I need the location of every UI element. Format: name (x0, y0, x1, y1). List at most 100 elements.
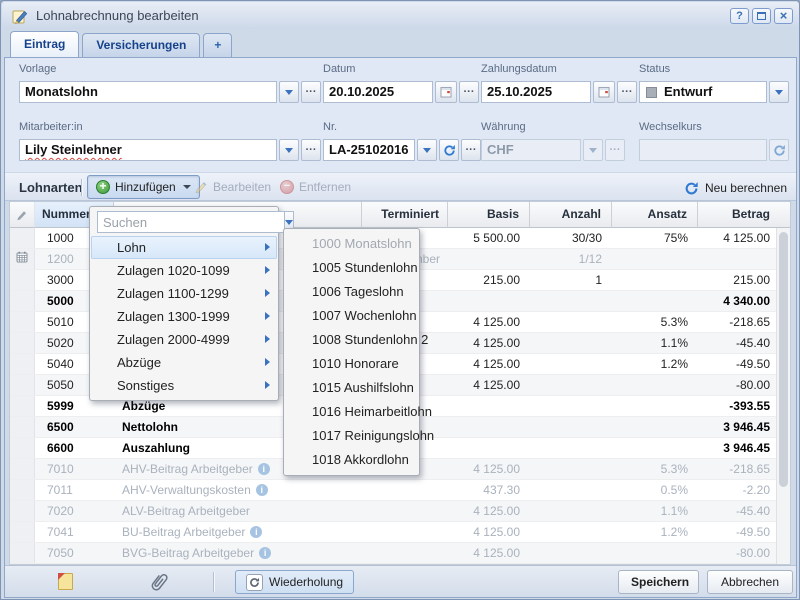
menu-item-lohn[interactable]: Lohn (91, 236, 277, 259)
calendar-icon (440, 87, 452, 98)
menu-item-zulagen-2000-4999[interactable]: Zulagen 2000-4999 (91, 328, 277, 351)
waehrung-more-button: ··· (605, 139, 625, 161)
vorlage-dropdown-button[interactable] (279, 81, 299, 103)
row-ansatz (612, 438, 698, 458)
submenu-item-1016-heimarbeitlohn[interactable]: 1016 Heimarbeitlohn (312, 404, 432, 419)
mitarbeiter-input[interactable]: Lily Steinlehner (19, 139, 277, 161)
info-icon[interactable]: i (255, 484, 268, 496)
row-icon-cell (10, 375, 35, 395)
menu-item-zulagen-1100-1299[interactable]: Zulagen 1100-1299 (91, 282, 277, 305)
vorlage-input[interactable]: Monatslohn (19, 81, 277, 103)
ellipsis-icon: ··· (609, 144, 621, 156)
pencil-icon (195, 182, 207, 194)
datum-calendar-button[interactable] (435, 81, 457, 103)
submenu-item-1006-tageslohn[interactable]: 1006 Tageslohn (312, 284, 404, 299)
zahlungsdatum-more-button[interactable]: ··· (617, 81, 637, 103)
menu-item-zulagen-1300-1999[interactable]: Zulagen 1300-1999 (91, 305, 277, 328)
recalculate-button[interactable]: Neu berechnen (684, 177, 787, 199)
menu-item-abzüge[interactable]: Abzüge (91, 351, 277, 374)
vorlage-more-button[interactable]: ··· (301, 81, 321, 103)
info-icon[interactable]: i (257, 463, 270, 475)
column-header-basis[interactable]: Basis (448, 202, 530, 228)
row-basis: 4 125.00 (473, 525, 520, 539)
edit-note-icon (12, 10, 28, 24)
nr-dropdown-button[interactable] (417, 139, 437, 161)
waehrung-value: CHF (487, 142, 514, 157)
maximize-button[interactable] (752, 7, 771, 24)
help-button[interactable]: ? (730, 7, 749, 24)
submenu-item-1005-stundenlohn[interactable]: 1005 Stundenlohn (312, 260, 418, 275)
zahlungsdatum-calendar-button[interactable] (593, 81, 615, 103)
table-row-7020[interactable]: 7020 ALV-Beitrag Arbeitgeber 4 125.00 1.1% -… (10, 501, 776, 522)
row-ansatz: 1.1% (660, 504, 688, 518)
table-row-7050[interactable]: 7050 BVG-Beitrag Arbeitgeber i 4 125.00 -80.… (10, 543, 776, 564)
row-anzahl (530, 375, 612, 395)
row-number: 1200 (47, 252, 74, 266)
submenu-item-1017-reinigungslohn[interactable]: 1017 Reinigungslohn (312, 428, 435, 443)
waehrung-dropdown-button (583, 139, 603, 161)
cancel-button[interactable]: Abbrechen (707, 570, 793, 594)
column-header-betrag[interactable]: Betrag (698, 202, 776, 228)
save-button[interactable]: Speichern (618, 570, 699, 594)
row-anzahl (530, 312, 612, 332)
nr-label: Nr. (323, 121, 338, 133)
info-icon[interactable]: i (259, 547, 272, 559)
datum-more-button[interactable]: ··· (459, 81, 479, 103)
zahlungsdatum-label: Zahlungsdatum (481, 63, 557, 75)
scrollbar-thumb[interactable] (779, 232, 788, 487)
row-description-text: BVG-Beitrag Arbeitgeber (122, 546, 255, 560)
row-icon-cell (10, 228, 35, 248)
nr-input[interactable]: LA-25102016 (323, 139, 415, 161)
edit-button: Bearbeiten (185, 175, 280, 199)
submenu-item-1010-honorare[interactable]: 1010 Honorare (312, 356, 399, 371)
row-description: Abzüge (114, 396, 362, 416)
row-ansatz (612, 375, 698, 395)
paperclip-icon[interactable] (148, 570, 168, 594)
mitarbeiter-label: Mitarbeiter:in (19, 121, 83, 133)
row-betrag: -45.40 (735, 504, 770, 518)
info-icon[interactable]: i (250, 526, 263, 538)
submenu-item-1015-aushilfslohn[interactable]: 1015 Aushilfslohn (312, 380, 414, 395)
close-button[interactable]: × (774, 7, 793, 24)
submenu-item-1018-akkordlohn[interactable]: 1018 Akkordlohn (312, 452, 409, 467)
search-input[interactable] (97, 211, 284, 233)
mitarbeiter-more-button[interactable]: ··· (301, 139, 321, 161)
table-row-7041[interactable]: 7041 BU-Beitrag Arbeitgeber i 4 125.00 1.2% -… (10, 522, 776, 543)
column-header-anzahl[interactable]: Anzahl (530, 202, 612, 228)
submenu-arrow-icon (265, 289, 270, 297)
status-input[interactable]: Entwurf (639, 81, 767, 103)
tab-versicherungen[interactable]: Versicherungen (82, 33, 201, 57)
column-header-edit[interactable] (10, 202, 35, 228)
add-button[interactable]: + Hinzufügen (87, 175, 200, 199)
table-row-7011[interactable]: 7011 AHV-Verwaltungskosten i 437.30 0.5% -2.2… (10, 480, 776, 501)
nr-refresh-button[interactable] (439, 139, 459, 161)
nr-more-button[interactable]: ··· (461, 139, 481, 161)
row-ansatz: 1.2% (660, 525, 688, 539)
menu-item-zulagen-1020-1099[interactable]: Zulagen 1020-1099 (91, 259, 277, 282)
repeat-button[interactable]: Wiederholung (235, 570, 355, 594)
column-header-terminiert[interactable]: Terminiert (362, 202, 448, 228)
vertical-scrollbar[interactable] (776, 228, 790, 564)
mitarbeiter-dropdown-button[interactable] (279, 139, 299, 161)
row-betrag: -2.20 (742, 483, 770, 497)
row-betrag: -80.00 (735, 378, 770, 392)
edit-button-label: Bearbeiten (213, 180, 272, 194)
tab-add[interactable]: + (203, 33, 233, 57)
tab-eintrag[interactable]: Eintrag (10, 31, 80, 58)
row-ansatz: 5.3% (660, 462, 688, 476)
row-anzahl (530, 501, 612, 521)
zahlungsdatum-input[interactable]: 25.10.2025 (481, 81, 591, 103)
row-anzahl (530, 480, 612, 500)
lohnarten-toolbar: Lohnarten + Hinzufügen Bearbeiten − Entf… (5, 172, 797, 201)
status-dropdown-button[interactable] (769, 81, 789, 103)
submenu-item-1007-wochenlohn[interactable]: 1007 Wochenlohn (312, 308, 417, 323)
submenu-item-1008-stundenlohn-2[interactable]: 1008 Stundenlohn 2 (312, 332, 429, 347)
column-header-ansatz[interactable]: Ansatz (612, 202, 698, 228)
row-basis: 437.30 (483, 483, 520, 497)
datum-input[interactable]: 20.10.2025 (323, 81, 433, 103)
note-icon[interactable] (58, 573, 73, 590)
menu-item-sonstiges[interactable]: Sonstiges (91, 374, 277, 397)
row-anzahl (530, 417, 612, 437)
row-number: 5000 (47, 294, 74, 308)
row-icon-cell (10, 396, 35, 416)
